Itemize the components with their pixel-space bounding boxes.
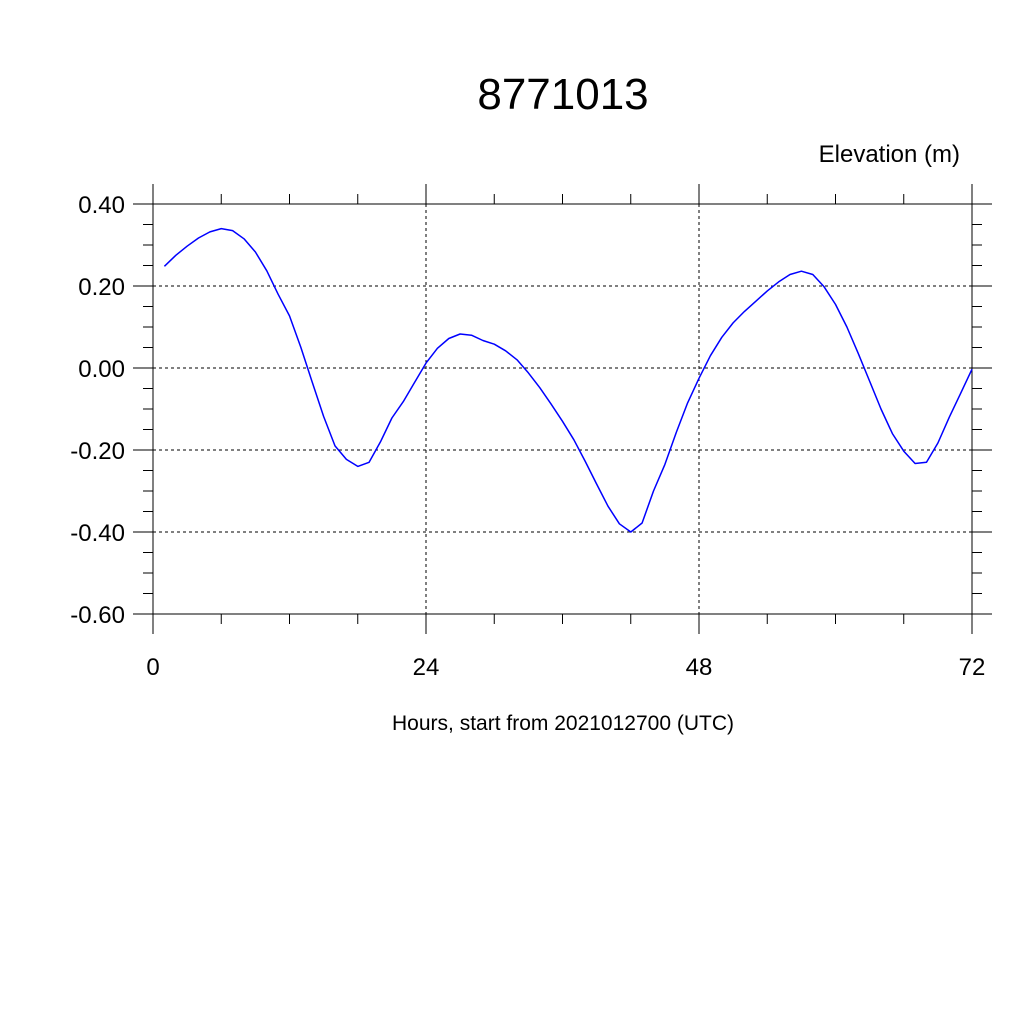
y-tick-label: -0.60 [70, 602, 125, 629]
grid-lines [152, 203, 973, 615]
y-tick-label: 0.20 [78, 274, 125, 301]
x-tick-label: 72 [959, 654, 986, 681]
y-tick-label: -0.40 [70, 520, 125, 547]
x-tick-label: 24 [413, 654, 440, 681]
x-tick-label: 0 [146, 654, 159, 681]
y-axis-label: Elevation (m) [819, 141, 960, 168]
plot-frame [152, 203, 973, 615]
chart-title: 8771013 [477, 70, 648, 119]
tick-labels: 0.40 0.20 0.00 -0.20 -0.40 -0.60 0 24 48 72 [70, 192, 985, 681]
x-tick-label: 48 [686, 654, 713, 681]
y-tick-label: 0.00 [78, 356, 125, 383]
series-layer [163, 227, 973, 533]
series-line [163, 227, 973, 533]
y-tick-label: -0.20 [70, 438, 125, 465]
x-axis-label: Hours, start from 2021012700 (UTC) [392, 712, 734, 735]
y-tick-label: 0.40 [78, 192, 125, 219]
axis-ticks [133, 184, 992, 634]
